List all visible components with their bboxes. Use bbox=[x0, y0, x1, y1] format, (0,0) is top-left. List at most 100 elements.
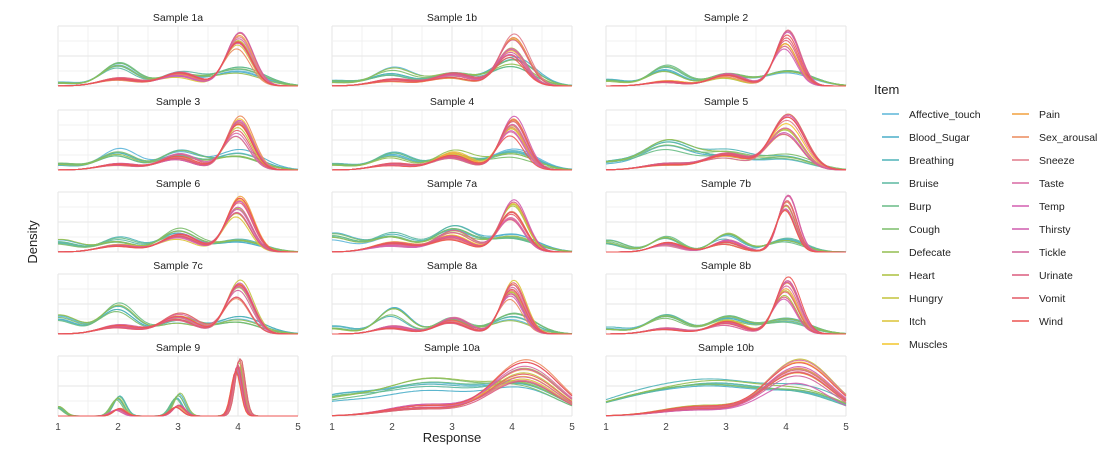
legend-item-label: Bruise bbox=[909, 178, 939, 190]
facet-title: Sample 7b bbox=[701, 178, 751, 190]
legend-item-label: Taste bbox=[1039, 178, 1064, 190]
facet-panel: Sample 6 bbox=[57, 178, 299, 253]
density-line bbox=[58, 197, 298, 253]
x-tick-label: 1 bbox=[55, 422, 61, 433]
legend-title: Item bbox=[874, 82, 899, 97]
facet-panel: Sample 8a bbox=[331, 260, 573, 335]
facet-title: Sample 4 bbox=[430, 96, 475, 108]
facet-panel: Sample 1a bbox=[57, 12, 299, 87]
legend-item-label: Defecate bbox=[909, 247, 951, 259]
density-line bbox=[331, 380, 573, 404]
density-line bbox=[332, 199, 572, 253]
legend-item-label: Temp bbox=[1039, 201, 1065, 213]
x-tick-label: 4 bbox=[509, 422, 515, 433]
facet-title: Sample 10b bbox=[698, 342, 754, 354]
facet-panel: Sample 5 bbox=[605, 96, 847, 171]
facet-panel: Sample 9 1 2 3 4 5 bbox=[55, 342, 301, 433]
legend-item-label: Wind bbox=[1039, 316, 1063, 328]
density-line bbox=[605, 379, 847, 404]
density-line bbox=[331, 361, 573, 417]
legend-item-label: Affective_touch bbox=[909, 109, 981, 121]
legend-item-label: Hungry bbox=[909, 293, 944, 305]
legend-item-label: Tickle bbox=[1039, 247, 1066, 259]
x-tick-label: 3 bbox=[723, 422, 729, 433]
facet-title: Sample 10a bbox=[424, 342, 480, 354]
density-line bbox=[331, 377, 573, 405]
x-tick-label: 5 bbox=[843, 422, 849, 433]
density-line bbox=[331, 119, 572, 171]
density-line bbox=[331, 386, 573, 407]
density-line bbox=[606, 210, 846, 253]
x-tick-label: 2 bbox=[663, 422, 669, 433]
x-axis-label: Response bbox=[423, 430, 482, 445]
legend-item-label: Breathing bbox=[909, 155, 954, 167]
legend-item-label: Muscles bbox=[909, 339, 948, 351]
x-tick-label: 2 bbox=[115, 422, 121, 433]
density-line bbox=[57, 123, 298, 171]
density-line bbox=[58, 296, 298, 335]
density-line bbox=[606, 276, 846, 335]
facet-panel: Sample 10a 1 2 3 4 5 bbox=[329, 342, 575, 433]
facet-panel: Sample 4 bbox=[331, 96, 573, 171]
facet-title: Sample 9 bbox=[156, 342, 201, 354]
density-line bbox=[332, 373, 573, 417]
facet-panel: Sample 3 bbox=[57, 96, 299, 171]
legend-item-label: Sex_arousal bbox=[1039, 132, 1097, 144]
density-line bbox=[606, 34, 846, 87]
legend-item-label: Heart bbox=[909, 270, 935, 282]
facet-panel: Sample 1b bbox=[331, 12, 573, 87]
x-tick-label: 2 bbox=[389, 422, 395, 433]
density-line bbox=[58, 41, 298, 87]
density-line bbox=[332, 288, 572, 335]
legend-item-label: Blood_Sugar bbox=[909, 132, 970, 144]
x-tick-label: 5 bbox=[295, 422, 301, 433]
x-tick-label: 1 bbox=[603, 422, 609, 433]
y-axis-label: Density bbox=[25, 220, 40, 264]
facet-panel: Sample 7c bbox=[57, 260, 299, 335]
legend-item-label: Sneeze bbox=[1039, 155, 1075, 167]
density-line bbox=[605, 371, 847, 417]
facet-title: Sample 3 bbox=[156, 96, 201, 108]
legend-item-label: Burp bbox=[909, 201, 931, 213]
facet-title: Sample 7c bbox=[153, 260, 203, 272]
density-line bbox=[606, 116, 847, 171]
x-tick-label: 1 bbox=[329, 422, 335, 433]
x-tick-label: 4 bbox=[783, 422, 789, 433]
facet-panel: Sample 8b bbox=[605, 260, 847, 335]
density-line bbox=[606, 362, 847, 417]
facet-panel: Sample 7b bbox=[605, 178, 847, 253]
facet-title: Sample 2 bbox=[704, 12, 749, 24]
facet-title: Sample 6 bbox=[156, 178, 201, 190]
x-tick-label: 5 bbox=[569, 422, 575, 433]
density-line bbox=[58, 284, 298, 335]
legend-item-label: Cough bbox=[909, 224, 940, 236]
density-line bbox=[331, 135, 572, 171]
legend-item-label: Pain bbox=[1039, 109, 1060, 121]
legend-item-label: Thirsty bbox=[1039, 224, 1071, 236]
legend: Item Affective_touch Blood_Sugar Breathing… bbox=[874, 82, 1097, 351]
legend-item-label: Vomit bbox=[1039, 293, 1065, 305]
facet-title: Sample 7a bbox=[427, 178, 477, 190]
facet-panel: Sample 2 bbox=[605, 12, 847, 87]
facet-title: Sample 1a bbox=[153, 12, 203, 24]
facet-title: Sample 8b bbox=[701, 260, 751, 272]
facet-title: Sample 8a bbox=[427, 260, 477, 272]
density-line bbox=[605, 138, 847, 171]
legend-item-label: Urinate bbox=[1039, 270, 1073, 282]
density-line bbox=[605, 382, 847, 407]
legend-item-label: Itch bbox=[909, 316, 926, 328]
facet-panel: Sample 7a bbox=[331, 178, 573, 253]
facets-layer: Sample 1a Sample 1b Sample 2 Sample 3 Sample… bbox=[55, 12, 849, 433]
density-line bbox=[332, 57, 572, 87]
x-tick-label: 3 bbox=[175, 422, 181, 433]
density-line bbox=[58, 370, 298, 417]
facet-panel: Sample 10b 1 2 3 4 5 bbox=[603, 342, 849, 433]
facet-title: Sample 1b bbox=[427, 12, 477, 24]
density-line bbox=[332, 211, 572, 253]
x-tick-label: 4 bbox=[235, 422, 241, 433]
facet-title: Sample 5 bbox=[704, 96, 749, 108]
x-tick-label: 3 bbox=[449, 422, 455, 433]
density-line bbox=[332, 54, 572, 87]
